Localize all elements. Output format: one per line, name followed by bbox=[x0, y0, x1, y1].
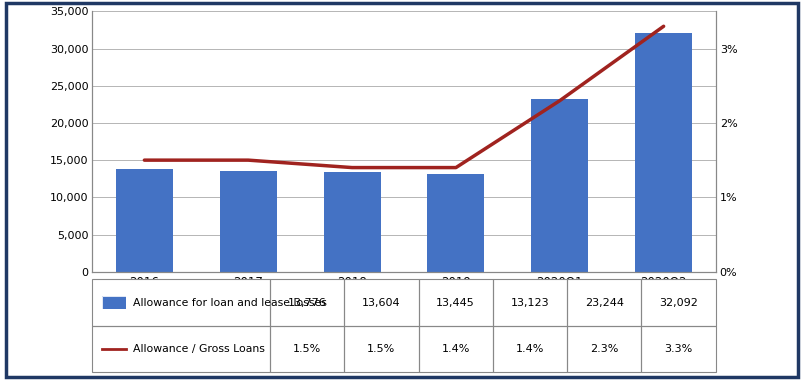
Text: 13,445: 13,445 bbox=[436, 298, 475, 307]
Bar bbox=[219, 171, 276, 272]
Text: 1.4%: 1.4% bbox=[441, 344, 469, 354]
Text: 23,244: 23,244 bbox=[584, 298, 623, 307]
Bar bbox=[531, 99, 588, 272]
Text: 13,776: 13,776 bbox=[287, 298, 326, 307]
Bar bbox=[116, 169, 173, 272]
Text: 2.3%: 2.3% bbox=[589, 344, 618, 354]
Text: 32,092: 32,092 bbox=[658, 298, 697, 307]
Bar bbox=[323, 172, 380, 272]
Text: Allowance for loan and lease losses: Allowance for loan and lease losses bbox=[132, 298, 326, 307]
Text: 1.5%: 1.5% bbox=[367, 344, 395, 354]
Text: 13,604: 13,604 bbox=[361, 298, 400, 307]
Text: 3.3%: 3.3% bbox=[663, 344, 691, 354]
Text: Allowance / Gross Loans: Allowance / Gross Loans bbox=[132, 344, 264, 354]
Text: 1.4%: 1.4% bbox=[515, 344, 544, 354]
Bar bbox=[634, 33, 691, 272]
Bar bbox=[427, 174, 484, 272]
Text: 13,123: 13,123 bbox=[510, 298, 548, 307]
Text: 1.5%: 1.5% bbox=[292, 344, 321, 354]
